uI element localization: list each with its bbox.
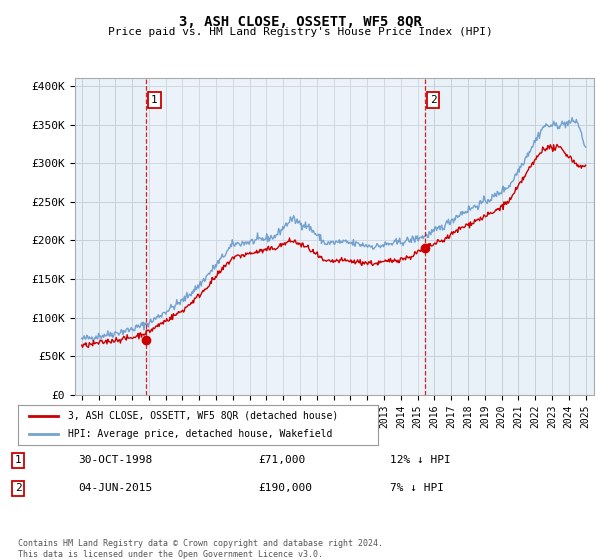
- Text: 30-OCT-1998: 30-OCT-1998: [78, 455, 152, 465]
- Text: 3, ASH CLOSE, OSSETT, WF5 8QR (detached house): 3, ASH CLOSE, OSSETT, WF5 8QR (detached …: [68, 411, 338, 421]
- Text: 1: 1: [14, 455, 22, 465]
- Text: Price paid vs. HM Land Registry's House Price Index (HPI): Price paid vs. HM Land Registry's House …: [107, 27, 493, 38]
- Text: 3, ASH CLOSE, OSSETT, WF5 8QR: 3, ASH CLOSE, OSSETT, WF5 8QR: [179, 15, 421, 29]
- Text: 2: 2: [430, 95, 436, 105]
- Text: £190,000: £190,000: [258, 483, 312, 493]
- Text: 2: 2: [14, 483, 22, 493]
- Text: 04-JUN-2015: 04-JUN-2015: [78, 483, 152, 493]
- Text: 12% ↓ HPI: 12% ↓ HPI: [390, 455, 451, 465]
- Bar: [146, 78, 425, 395]
- Text: 1: 1: [151, 95, 158, 105]
- Text: HPI: Average price, detached house, Wakefield: HPI: Average price, detached house, Wake…: [68, 429, 333, 439]
- Text: Contains HM Land Registry data © Crown copyright and database right 2024.
This d: Contains HM Land Registry data © Crown c…: [18, 539, 383, 559]
- Text: £71,000: £71,000: [258, 455, 305, 465]
- Text: 7% ↓ HPI: 7% ↓ HPI: [390, 483, 444, 493]
